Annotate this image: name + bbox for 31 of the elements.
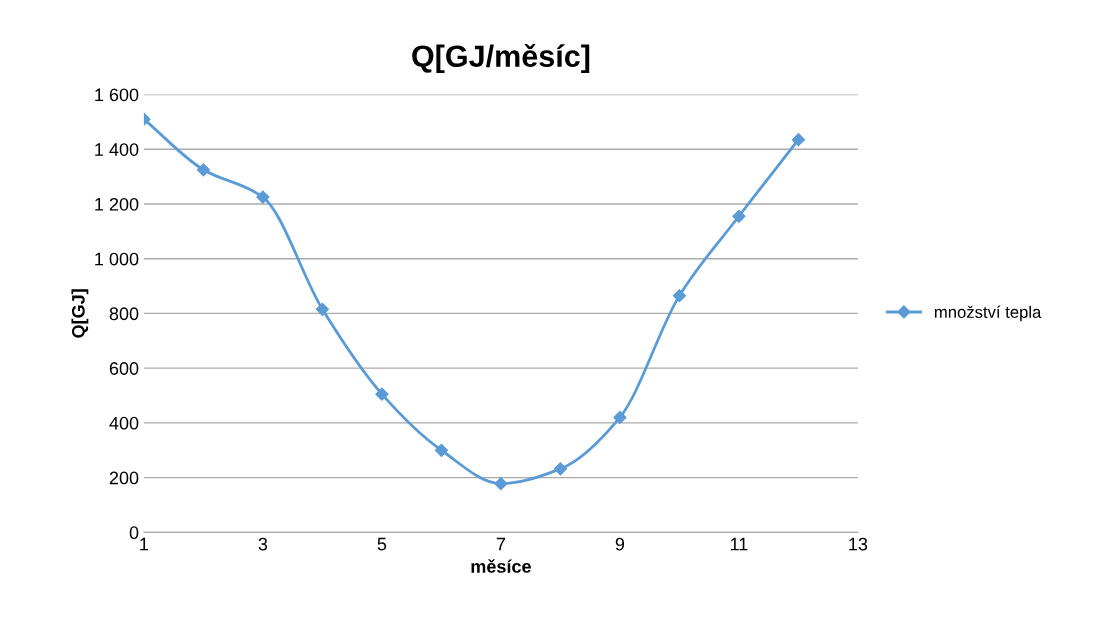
point (672, 289, 687, 303)
y-tick-label: 400 (109, 416, 139, 430)
legend-label: množství tepla (934, 305, 1042, 322)
point (732, 209, 746, 223)
x-axis-title: měsíce (471, 559, 531, 573)
x-tick-label: 9 (615, 537, 625, 551)
chart-title: Q[GJ/měsíc] (412, 43, 590, 74)
point (494, 477, 508, 491)
y-tick-label: 800 (109, 307, 139, 321)
y-tick-label: 1 200 (95, 197, 139, 211)
point (256, 190, 270, 204)
x-tick-label: 3 (258, 537, 268, 551)
point (791, 133, 806, 147)
x-tick-label: 1 (140, 537, 149, 551)
y-axis-title: Q[GJ] (71, 289, 89, 338)
y-tick-label: 0 (129, 526, 139, 540)
y-tick-label: 1 600 (95, 88, 139, 102)
y-tick-label: 1 400 (95, 143, 139, 156)
x-tick-label: 7 (496, 537, 506, 551)
point (553, 462, 568, 476)
x-tick-label: 11 (730, 537, 748, 551)
x-tick-label: 13 (849, 537, 868, 551)
y-tick-label: 1 000 (95, 252, 139, 266)
point (315, 302, 330, 316)
y-tick-label: 600 (109, 362, 139, 375)
point (375, 387, 389, 401)
point (434, 443, 449, 457)
point (196, 163, 210, 177)
y-tick-label: 200 (109, 471, 139, 485)
x-tick-label: 5 (377, 537, 387, 551)
point (613, 410, 627, 425)
